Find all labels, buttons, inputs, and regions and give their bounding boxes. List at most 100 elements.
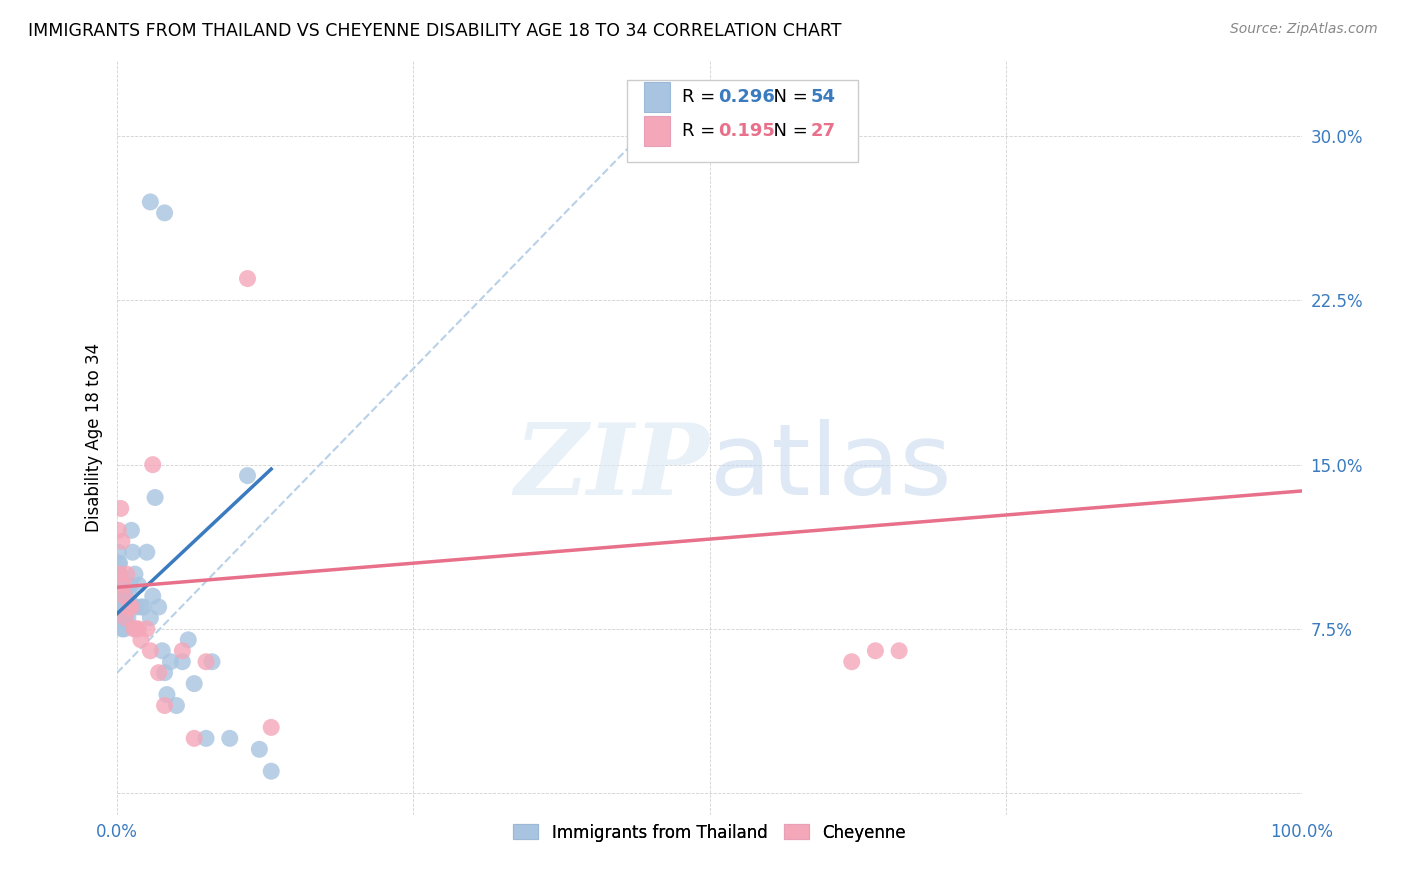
Point xyxy=(201,655,224,669)
Point xyxy=(153,665,176,680)
Point xyxy=(111,622,134,636)
Point xyxy=(125,599,148,614)
Point xyxy=(112,599,135,614)
Point xyxy=(165,698,187,713)
Point xyxy=(120,524,142,538)
Point xyxy=(260,720,283,734)
Point xyxy=(114,611,136,625)
FancyBboxPatch shape xyxy=(627,80,858,161)
Point xyxy=(247,742,270,756)
Point xyxy=(135,545,157,559)
Point xyxy=(128,578,150,592)
Point xyxy=(118,599,141,614)
Point xyxy=(841,655,863,669)
Text: ZIP: ZIP xyxy=(515,419,710,516)
Point xyxy=(139,611,162,625)
Point xyxy=(107,556,129,570)
Point xyxy=(112,578,135,592)
Point xyxy=(111,534,134,549)
Point xyxy=(183,731,205,746)
Point xyxy=(139,194,162,209)
Point xyxy=(107,578,129,592)
Point xyxy=(177,632,200,647)
Point xyxy=(159,655,181,669)
Point xyxy=(156,688,179,702)
Point xyxy=(218,731,240,746)
Text: N =: N = xyxy=(762,88,813,106)
Point xyxy=(108,599,131,614)
Point xyxy=(124,567,146,582)
Point xyxy=(125,622,148,636)
Point xyxy=(129,599,152,614)
Point xyxy=(108,556,131,570)
Point xyxy=(172,655,194,669)
Point xyxy=(112,589,135,603)
Text: N =: N = xyxy=(762,122,813,140)
Point xyxy=(110,589,132,603)
Point xyxy=(142,589,165,603)
Point xyxy=(108,567,131,582)
Point xyxy=(118,589,141,603)
Text: Source: ZipAtlas.com: Source: ZipAtlas.com xyxy=(1230,22,1378,37)
Point xyxy=(236,271,259,285)
Point xyxy=(139,644,162,658)
Point xyxy=(865,644,887,658)
Point xyxy=(108,567,131,582)
Point xyxy=(142,458,165,472)
Text: 27: 27 xyxy=(810,122,835,140)
Text: R =: R = xyxy=(682,88,721,106)
Point xyxy=(112,611,135,625)
Point xyxy=(143,491,166,505)
Point xyxy=(114,611,136,625)
Point xyxy=(110,578,132,592)
Point xyxy=(153,698,176,713)
Point xyxy=(111,599,134,614)
Point xyxy=(148,665,170,680)
Point xyxy=(108,589,131,603)
Point xyxy=(115,599,138,614)
Point xyxy=(195,655,218,669)
Point xyxy=(111,589,134,603)
Text: 0.296: 0.296 xyxy=(718,88,775,106)
Point xyxy=(112,589,135,603)
Point xyxy=(153,206,176,220)
Point xyxy=(128,622,150,636)
Point xyxy=(110,599,132,614)
Legend: Immigrants from Thailand, Cheyenne: Immigrants from Thailand, Cheyenne xyxy=(506,817,912,848)
Point xyxy=(260,764,283,779)
Point xyxy=(108,578,131,592)
Point xyxy=(110,611,132,625)
Point xyxy=(122,622,145,636)
Point xyxy=(120,599,142,614)
Point xyxy=(172,644,194,658)
Text: atlas: atlas xyxy=(710,419,952,516)
Point xyxy=(120,578,142,592)
Point xyxy=(183,676,205,690)
Point xyxy=(148,599,170,614)
Point xyxy=(112,622,135,636)
Point xyxy=(195,731,218,746)
Point xyxy=(135,622,157,636)
Point xyxy=(236,468,259,483)
Text: 0.195: 0.195 xyxy=(718,122,775,140)
Point xyxy=(117,611,139,625)
Point xyxy=(114,589,136,603)
Text: 54: 54 xyxy=(810,88,835,106)
Point xyxy=(107,545,129,559)
Point xyxy=(110,501,132,516)
Point xyxy=(121,545,143,559)
Point xyxy=(107,524,129,538)
Point xyxy=(107,589,129,603)
Text: IMMIGRANTS FROM THAILAND VS CHEYENNE DISABILITY AGE 18 TO 34 CORRELATION CHART: IMMIGRANTS FROM THAILAND VS CHEYENNE DIS… xyxy=(28,22,842,40)
Y-axis label: Disability Age 18 to 34: Disability Age 18 to 34 xyxy=(86,343,103,532)
Point xyxy=(887,644,910,658)
Point xyxy=(115,567,138,582)
Point xyxy=(129,632,152,647)
FancyBboxPatch shape xyxy=(644,116,671,146)
Point xyxy=(112,599,135,614)
Point xyxy=(150,644,173,658)
Text: R =: R = xyxy=(682,122,721,140)
Point xyxy=(107,567,129,582)
FancyBboxPatch shape xyxy=(644,82,671,112)
Point xyxy=(132,599,155,614)
